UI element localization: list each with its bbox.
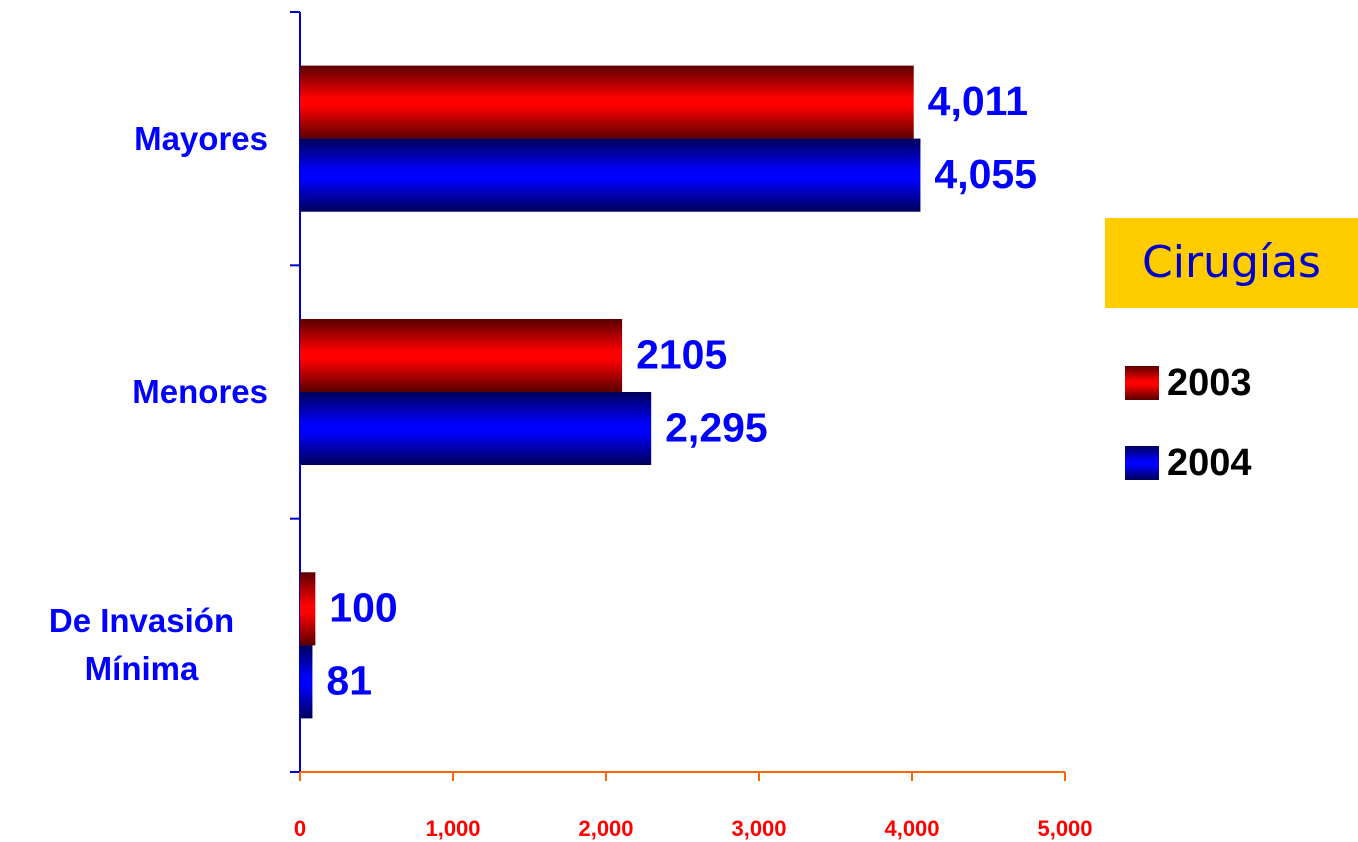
legend-title: Cirugías: [1105, 218, 1358, 308]
x-tick-label: 1,000: [425, 816, 480, 841]
category-label: Menores: [132, 373, 268, 410]
bar-shade: [300, 392, 652, 465]
category-label: Mayores: [134, 119, 268, 157]
x-tick-label: 2,000: [578, 816, 633, 841]
value-label: 4,055: [934, 151, 1037, 197]
x-tick-label: 0: [294, 816, 306, 841]
x-tick-label: 3,000: [731, 816, 786, 841]
bar-shade: [300, 645, 313, 719]
bar-shade: [300, 572, 316, 646]
value-label: 81: [326, 658, 372, 704]
value-label: 4,011: [928, 78, 1028, 124]
category-label: De Invasión Mínima: [48, 602, 235, 688]
legend-swatch-shade: [1125, 366, 1159, 400]
value-label: 2105: [636, 331, 727, 377]
x-tick-label: 4,000: [884, 816, 939, 841]
legend-label: 2004: [1167, 442, 1252, 484]
x-tick-label: 5,000: [1037, 816, 1092, 841]
bar-shade: [300, 65, 914, 139]
value-label: 100: [329, 585, 397, 631]
legend-swatch-shade: [1125, 446, 1159, 480]
bar-shade: [300, 138, 921, 212]
legend-label: 2003: [1167, 362, 1252, 404]
bar-shade: [300, 319, 623, 392]
value-label: 2,295: [665, 404, 768, 450]
